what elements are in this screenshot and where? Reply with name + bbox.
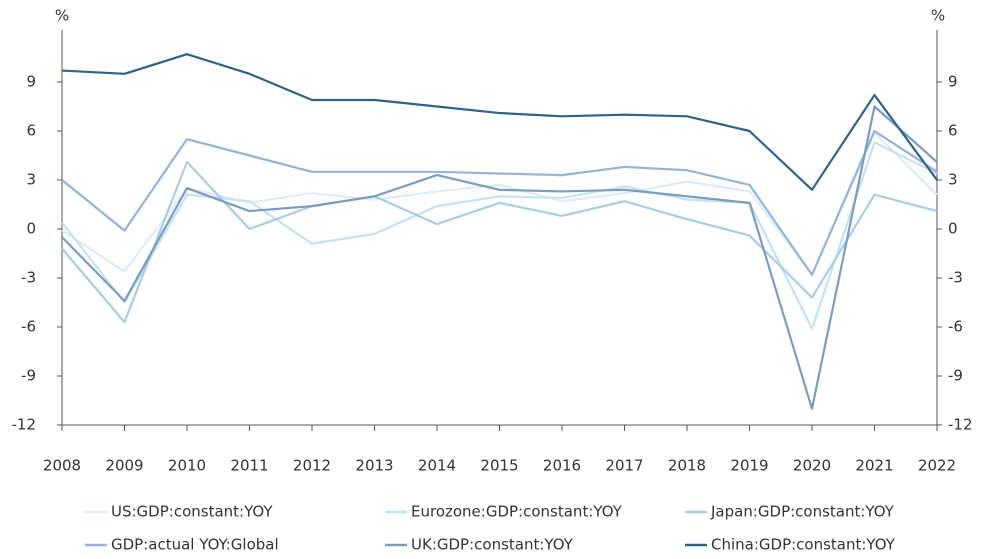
legend-label: GDP:actual YOY:Global — [111, 536, 279, 554]
y-tick-label: -12 — [12, 416, 37, 434]
y-tick-label: 9 — [26, 73, 36, 91]
y-tick-label: 0 — [26, 220, 36, 238]
x-tick-label: 2015 — [480, 457, 518, 475]
y-tick-label: -3 — [21, 269, 36, 287]
x-tick-label: 2020 — [793, 457, 831, 475]
x-tick-label: 2018 — [668, 457, 706, 475]
y-axis-label: % — [55, 7, 69, 25]
legend-label: Eurozone:GDP:constant:YOY — [411, 503, 623, 521]
y2-tick-label: 9 — [948, 73, 958, 91]
legend-label: US:GDP:constant:YOY — [111, 503, 273, 521]
series-line — [61, 160, 938, 324]
y2-tick-label: -9 — [948, 367, 963, 385]
x-tick-label: 2010 — [168, 457, 206, 475]
x-tick-label: 2019 — [730, 457, 768, 475]
x-tick-label: 2017 — [605, 457, 643, 475]
y-tick-label: 3 — [26, 171, 36, 189]
x-tick-label: 2014 — [418, 457, 456, 475]
y2-tick-label: 0 — [948, 220, 958, 238]
series-line — [61, 131, 938, 276]
legend-label: China:GDP:constant:YOY — [711, 536, 896, 554]
legend-label: Japan:GDP:constant:YOY — [710, 503, 895, 521]
series-line — [61, 141, 938, 330]
y2-tick-label: 6 — [948, 122, 958, 140]
series-line — [61, 129, 938, 276]
series-line — [61, 105, 938, 410]
y-tick-label: -6 — [21, 318, 36, 336]
x-tick-label: 2016 — [543, 457, 581, 475]
y-tick-label: 6 — [26, 122, 36, 140]
x-tick-label: 2008 — [43, 457, 81, 475]
y2-axis-label: % — [931, 7, 945, 25]
y2-tick-label: -12 — [948, 416, 973, 434]
x-tick-label: 2013 — [355, 457, 393, 475]
y-tick-label: -9 — [21, 367, 36, 385]
series-line — [61, 53, 938, 191]
y2-tick-label: -6 — [948, 318, 963, 336]
x-tick-label: 2011 — [230, 457, 268, 475]
legend-label: UK:GDP:constant:YOY — [411, 536, 574, 554]
y2-tick-label: -3 — [948, 269, 963, 287]
x-tick-label: 2009 — [105, 457, 143, 475]
x-tick-label: 2022 — [918, 457, 956, 475]
y2-tick-label: 3 — [948, 171, 958, 189]
x-tick-label: 2021 — [855, 457, 893, 475]
x-tick-label: 2012 — [293, 457, 331, 475]
